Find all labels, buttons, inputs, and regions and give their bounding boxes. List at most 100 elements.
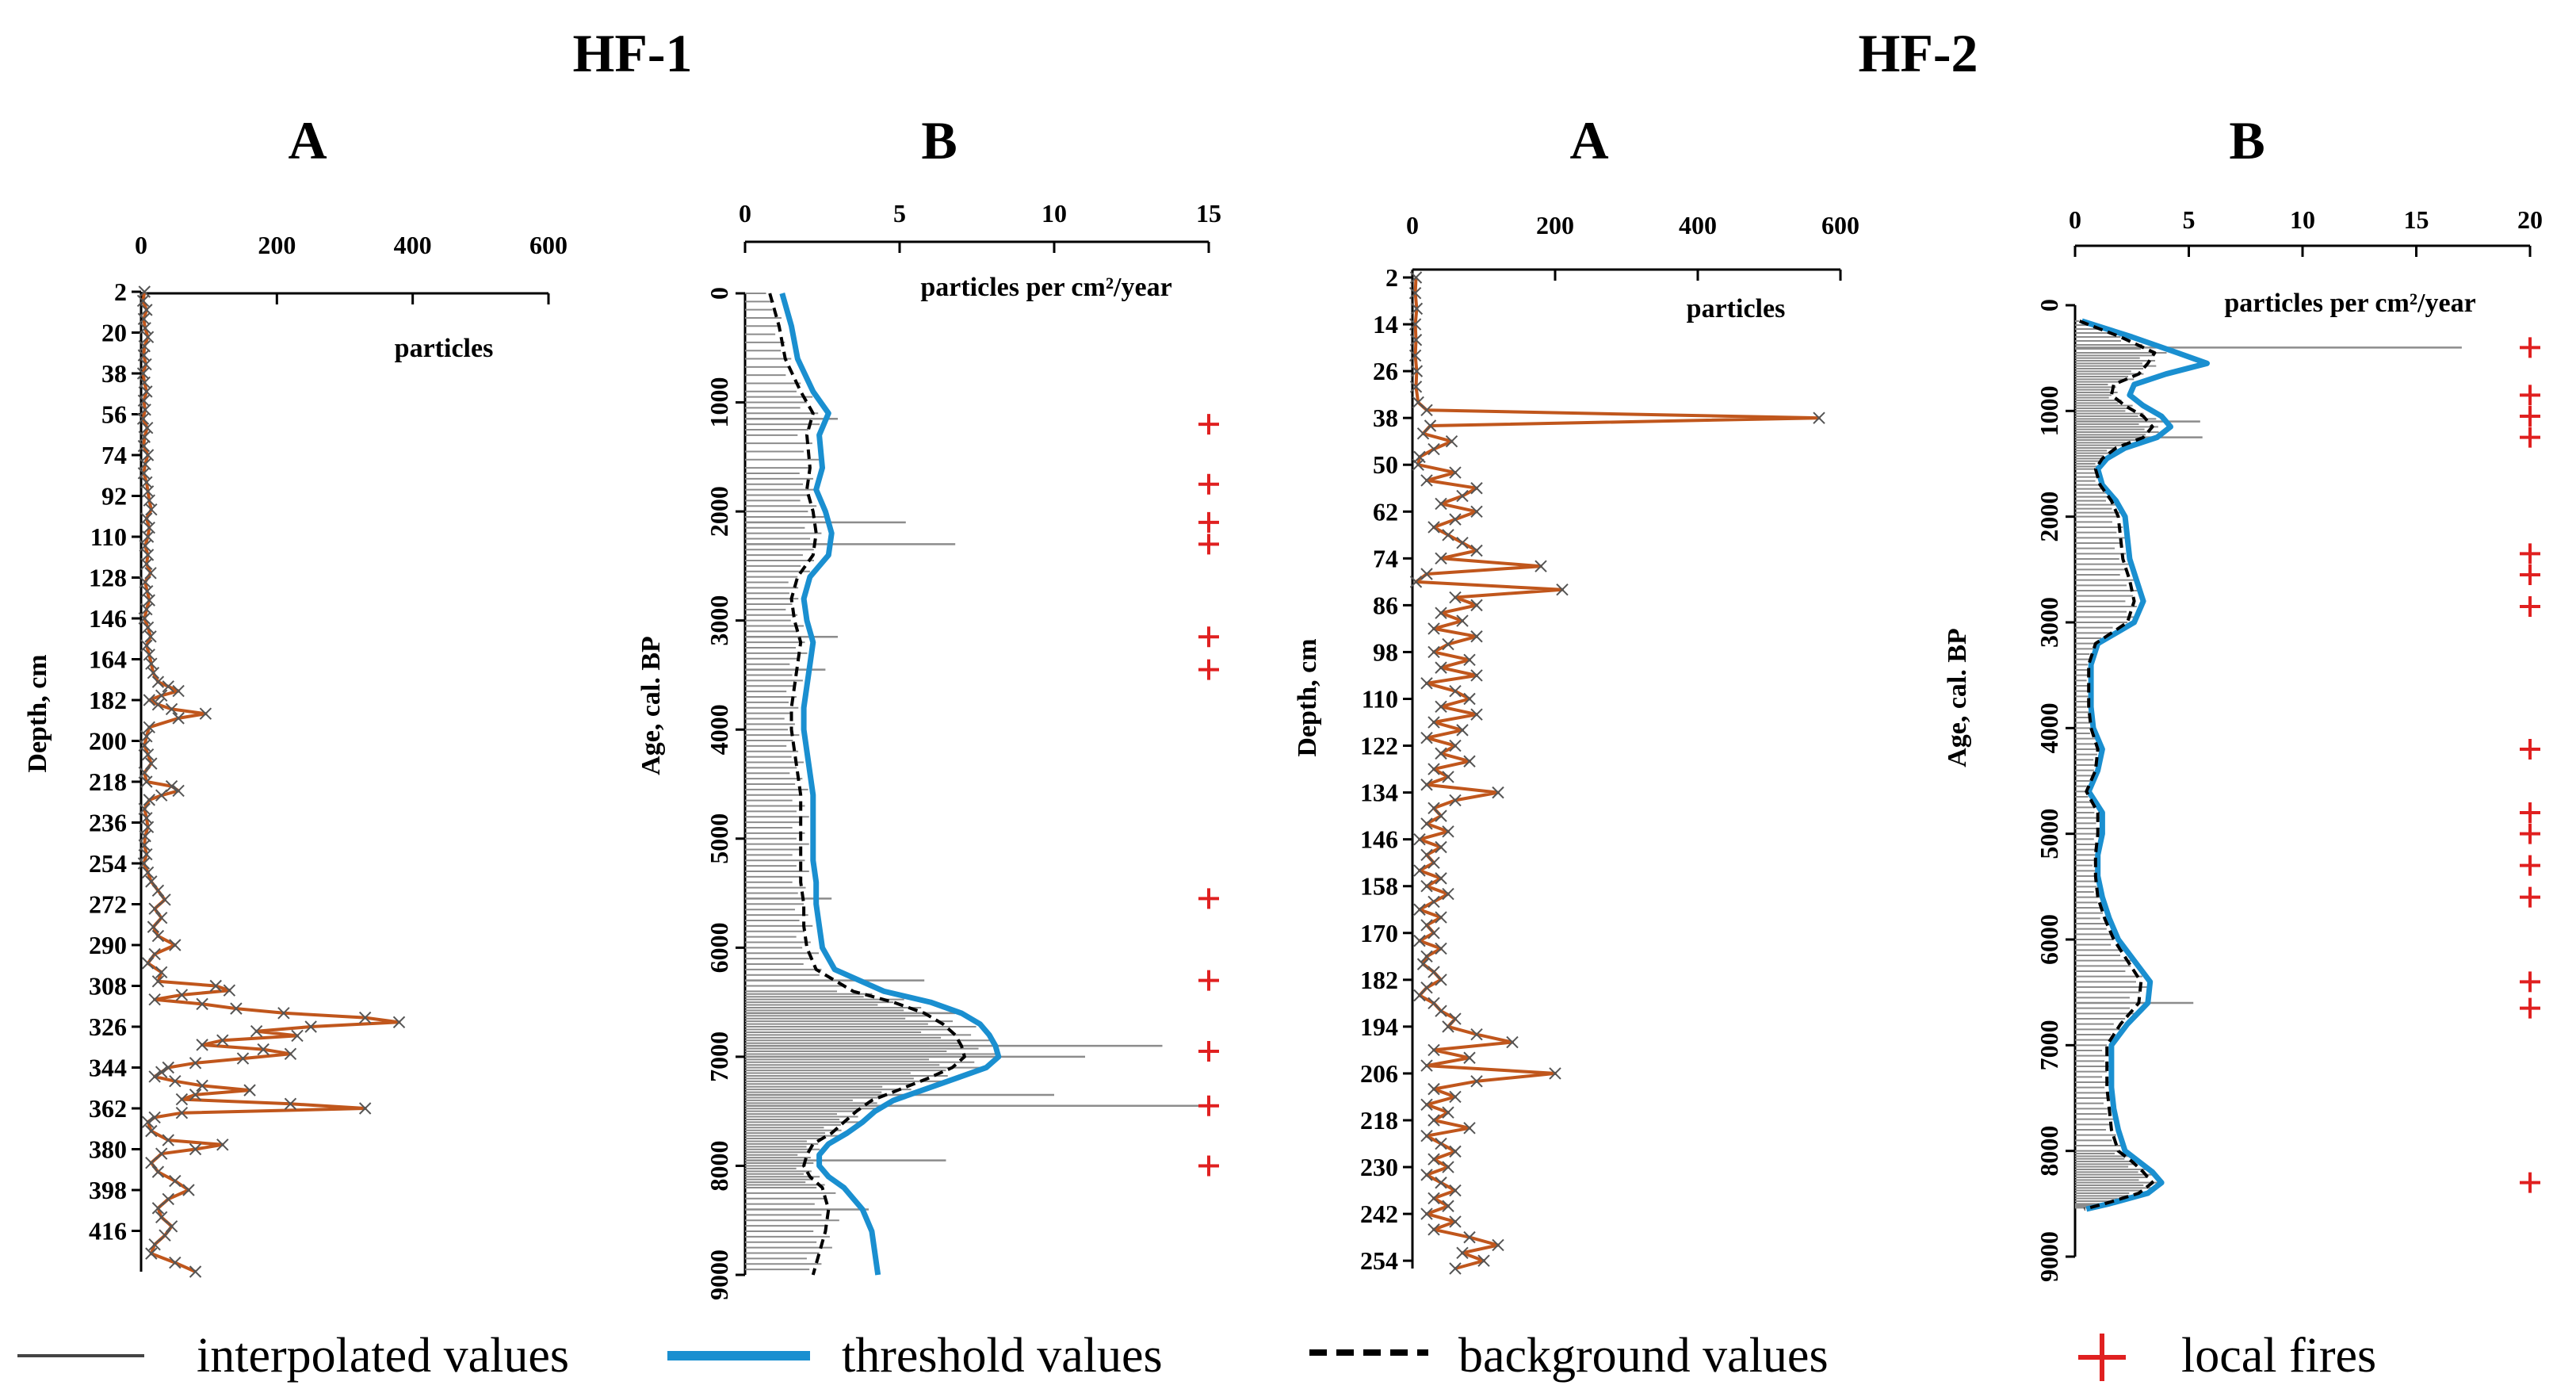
charcoal-sample-point (137, 349, 151, 362)
charcoal-sample-point (143, 649, 155, 661)
x-tick-label: 15 (1196, 199, 1221, 228)
background-series-line (2078, 320, 2157, 1211)
y-tick-label: 2000 (705, 486, 733, 537)
panel-letter: B (2229, 110, 2265, 170)
charcoal-sample-point (141, 866, 155, 879)
charcoal-sample-point (1428, 1114, 1440, 1127)
y-tick-label: 1000 (2035, 385, 2063, 436)
panel-letter: A (1569, 110, 1608, 170)
charcoal-sample-point (1470, 599, 1483, 612)
charcoal-sample-point (1442, 1020, 1454, 1033)
charcoal-sample-point (392, 1016, 406, 1028)
charcoal-sample-point (1420, 732, 1433, 744)
charcoal-sample-point (1470, 1075, 1483, 1088)
charcoal-sample-point (1449, 1184, 1462, 1197)
charcoal-sample-point (1413, 864, 1426, 877)
charcoal-sample-point (1463, 692, 1476, 706)
charcoal-sample-point (1435, 942, 1447, 955)
charcoal-sample-point (223, 984, 236, 997)
y-tick-label: 254 (89, 849, 127, 878)
charcoal-sample-point (189, 1089, 202, 1101)
y-tick-label: 182 (1360, 966, 1398, 994)
charcoal-sample-point (137, 857, 151, 870)
charcoal-sample-point (1428, 1043, 1440, 1057)
charcoal-sample-point (169, 1174, 182, 1188)
charcoal-sample-point (151, 1202, 165, 1215)
y-tick-label: 38 (1373, 404, 1398, 432)
charcoal-sample-point (141, 748, 155, 761)
charcoal-sample-point (1442, 529, 1454, 542)
charcoal-sample-point (138, 839, 151, 851)
y-tick-label: 158 (1360, 872, 1398, 901)
charcoal-sample-point (138, 739, 151, 752)
charcoal-sample-point (1442, 637, 1454, 651)
y-tick-label: 98 (1373, 637, 1398, 666)
charcoal-sample-point (139, 539, 151, 553)
charcoal-sample-point (162, 1192, 174, 1206)
y-tick-label: 416 (89, 1217, 127, 1246)
charcoal-sample-point (141, 621, 155, 634)
y-tick-label: 200 (89, 727, 127, 756)
charcoal-sample-point (1435, 700, 1447, 714)
charcoal-sample-point (139, 576, 151, 588)
charcoal-sample-point (140, 304, 153, 316)
charcoal-sample-point (169, 1256, 182, 1269)
charcoal-sample-point (141, 1116, 155, 1128)
charcoal-sample-point (1410, 302, 1424, 316)
charcoal-sample-point (151, 975, 165, 988)
charcoal-sample-point (216, 1034, 229, 1047)
charcoal-sample-point (172, 712, 185, 725)
charcoal-sample-point (1463, 755, 1476, 767)
charcoal-sample-point (1428, 1082, 1440, 1096)
local-fire-marker (1198, 473, 1219, 495)
charcoal-sample-point (1413, 934, 1426, 947)
charcoal-sample-point (1420, 474, 1433, 487)
y-tick-label: 6000 (705, 922, 733, 973)
charcoal-sample-point (1556, 583, 1569, 596)
charcoal-sample-point (1535, 560, 1547, 572)
legend-interpolated-label: interpolated values (197, 1329, 569, 1383)
charcoal-sample-point (291, 1029, 304, 1043)
site-title-hf-1: HF-1 (572, 23, 692, 83)
y-tick-label: 128 (89, 564, 127, 592)
charcoal-sample-point (1428, 1223, 1440, 1236)
charcoal-sample-point (1470, 1028, 1483, 1041)
y-tick-label: 290 (89, 931, 127, 959)
charcoal-sample-point (169, 939, 182, 951)
charcoal-sample-point (148, 1111, 161, 1124)
charcoal-sample-point (136, 412, 150, 425)
charcoal-sample-point (175, 989, 189, 1001)
charcoal-sample-point (1409, 271, 1423, 284)
charcoal-sample-point (1435, 1137, 1447, 1150)
x-axis-label: particles (1687, 294, 1786, 323)
charcoal-sample-point (1456, 1246, 1469, 1260)
y-tick-label: 146 (1360, 825, 1398, 854)
local-fire-marker (2520, 739, 2540, 760)
charcoal-sample-point (304, 1020, 317, 1033)
y-tick-label: 26 (1373, 357, 1398, 385)
panel-hf-1-b: B 0 5 10 15 particles per cm²/year 0 1000 2000 30… (636, 110, 1221, 1300)
legend: interpolated values threshold values bac… (17, 1329, 2376, 1383)
charcoal-sample-point (189, 1057, 202, 1070)
y-tick-label: 8000 (2035, 1126, 2063, 1177)
charcoal-sample-point (1412, 458, 1424, 471)
y-tick-label: 362 (89, 1094, 127, 1123)
y-tick-label: 380 (89, 1135, 127, 1164)
charcoal-sample-point (1435, 497, 1447, 511)
charcoal-sample-point (1463, 653, 1476, 666)
charcoal-sample-point (147, 666, 160, 679)
charcoal-sample-point (1442, 887, 1454, 901)
charcoal-sample-point (141, 421, 154, 434)
charcoal-sample-point (138, 802, 151, 816)
charcoal-sample-point (1492, 786, 1504, 799)
y-axis-label: Depth, cm (23, 654, 52, 772)
charcoal-sample-point (1435, 911, 1447, 924)
charcoal-sample-point (199, 707, 212, 720)
charcoal-sample-point (1470, 544, 1483, 557)
charcoal-sample-point (1463, 1122, 1476, 1135)
charcoal-sample-point (182, 1184, 195, 1196)
y-tick-label: 14 (1373, 310, 1398, 339)
y-tick-label: 92 (101, 482, 127, 511)
local-fire-marker (1198, 511, 1219, 533)
charcoal-sample-point (1435, 607, 1447, 619)
